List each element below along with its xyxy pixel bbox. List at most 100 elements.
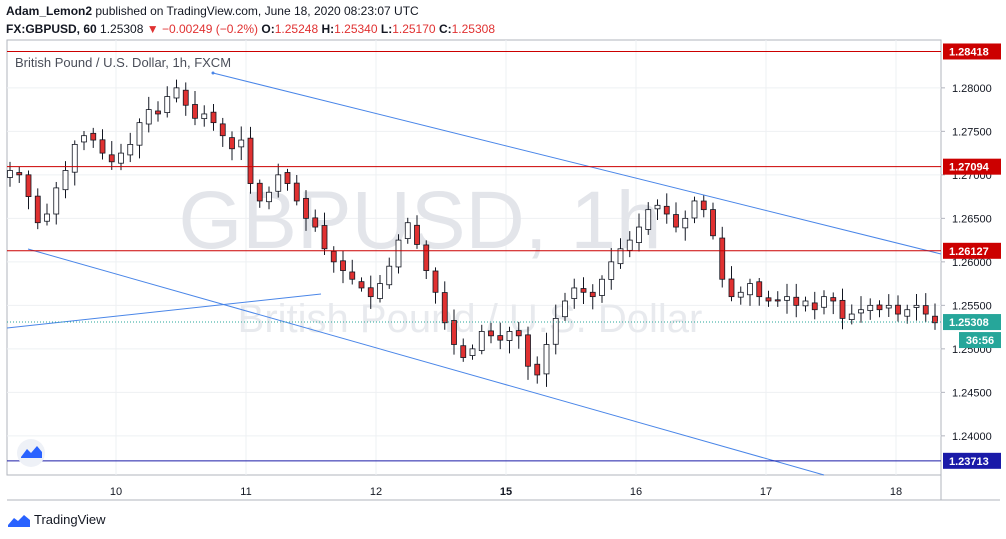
candle-body bbox=[478, 331, 485, 351]
candle-body bbox=[645, 209, 652, 230]
trendline bbox=[212, 72, 942, 255]
level-badge-label: 1.26127 bbox=[949, 246, 989, 258]
candle-body bbox=[821, 296, 827, 308]
candle-body bbox=[247, 137, 254, 184]
candle bbox=[108, 141, 115, 170]
publish-header: Adam_Lemon2 published on TradingView.com… bbox=[6, 4, 419, 18]
candle-body bbox=[173, 87, 180, 99]
candle-body bbox=[238, 139, 245, 148]
tradingview-logo-icon bbox=[8, 514, 30, 527]
candle-body bbox=[16, 172, 23, 176]
candle-body bbox=[451, 320, 457, 345]
candle-body bbox=[118, 152, 124, 164]
candle bbox=[432, 267, 439, 304]
candle bbox=[210, 103, 217, 131]
candle bbox=[34, 188, 41, 230]
candle bbox=[922, 293, 929, 323]
candle-body bbox=[7, 170, 13, 178]
level-badge bbox=[943, 158, 1001, 175]
candle-body bbox=[62, 170, 69, 191]
candle-body bbox=[71, 143, 78, 173]
open-label: O: bbox=[261, 22, 275, 36]
candle bbox=[737, 286, 744, 305]
candle bbox=[830, 292, 837, 315]
candle bbox=[793, 283, 800, 318]
candle bbox=[876, 300, 883, 318]
candle bbox=[127, 132, 134, 163]
candle-body bbox=[321, 225, 328, 250]
candle bbox=[99, 129, 106, 160]
candle bbox=[451, 309, 457, 355]
candle bbox=[358, 277, 365, 292]
candle-body bbox=[525, 334, 531, 367]
candle-body bbox=[876, 304, 883, 311]
candle-body bbox=[608, 261, 615, 280]
candle bbox=[858, 296, 864, 323]
candle bbox=[219, 117, 226, 147]
candle bbox=[7, 161, 13, 187]
candle-body bbox=[182, 89, 189, 106]
candle-body bbox=[774, 299, 781, 302]
candle bbox=[571, 278, 578, 309]
candle-body bbox=[839, 299, 846, 319]
candle-body bbox=[377, 283, 383, 299]
candle bbox=[811, 291, 818, 320]
candle-body bbox=[710, 209, 716, 237]
x-tick-label: 18 bbox=[890, 486, 902, 498]
candle bbox=[562, 292, 568, 321]
candle bbox=[71, 140, 78, 186]
x-tick-label: 16 bbox=[630, 486, 642, 498]
candle bbox=[848, 304, 855, 325]
watermark-name: British Pound / U.S. Dollar bbox=[238, 297, 703, 341]
candle-body bbox=[145, 109, 152, 125]
candle bbox=[506, 326, 513, 354]
candle bbox=[599, 275, 605, 303]
candle-body bbox=[895, 304, 901, 315]
candle bbox=[543, 332, 550, 387]
brand-name: TradingView bbox=[34, 512, 106, 527]
ohlc-header: FX:GBPUSD, 60 1.25308 ▼ −0.00249 (−0.2%)… bbox=[6, 22, 495, 36]
candle bbox=[645, 202, 652, 235]
candle bbox=[719, 226, 726, 288]
candle bbox=[164, 86, 171, 118]
candle bbox=[441, 281, 448, 330]
candle bbox=[16, 166, 23, 183]
candle-body bbox=[210, 111, 217, 124]
candle bbox=[349, 259, 356, 285]
candle bbox=[885, 294, 892, 317]
y-tick-label: 1.28000 bbox=[952, 83, 992, 95]
countdown-label: 36:56 bbox=[966, 335, 994, 347]
candle bbox=[145, 96, 152, 133]
candle bbox=[414, 215, 420, 249]
candle-body bbox=[367, 287, 374, 298]
candle bbox=[654, 199, 661, 221]
candle-body bbox=[460, 345, 467, 358]
candle-body bbox=[312, 217, 319, 228]
candle bbox=[136, 118, 143, 159]
low-label: L: bbox=[380, 22, 393, 36]
candle bbox=[284, 168, 291, 191]
current-price-badge bbox=[943, 314, 1001, 331]
candle-body bbox=[580, 288, 587, 293]
open-value: 1.25248 bbox=[274, 22, 319, 36]
x-tick-label: 15 bbox=[500, 486, 512, 498]
candle-body bbox=[506, 331, 513, 341]
candle-body bbox=[728, 278, 735, 298]
symbol-label: FX:GBPUSD, 60 bbox=[6, 22, 97, 36]
candle-body bbox=[765, 297, 772, 302]
candle bbox=[867, 298, 874, 320]
candle-body bbox=[164, 96, 171, 113]
y-tick-label: 1.26000 bbox=[952, 257, 992, 269]
candle bbox=[784, 283, 790, 314]
trendline bbox=[6, 293, 322, 329]
candle-body bbox=[404, 222, 411, 239]
candle-body bbox=[25, 174, 32, 198]
trendline bbox=[27, 248, 825, 476]
candle-body bbox=[53, 187, 60, 215]
candle-body bbox=[830, 297, 837, 302]
candle bbox=[478, 324, 485, 355]
chart-title: British Pound / U.S. Dollar, 1h, FXCM bbox=[15, 55, 231, 70]
candle-body bbox=[284, 172, 291, 184]
candle-body bbox=[201, 113, 208, 120]
